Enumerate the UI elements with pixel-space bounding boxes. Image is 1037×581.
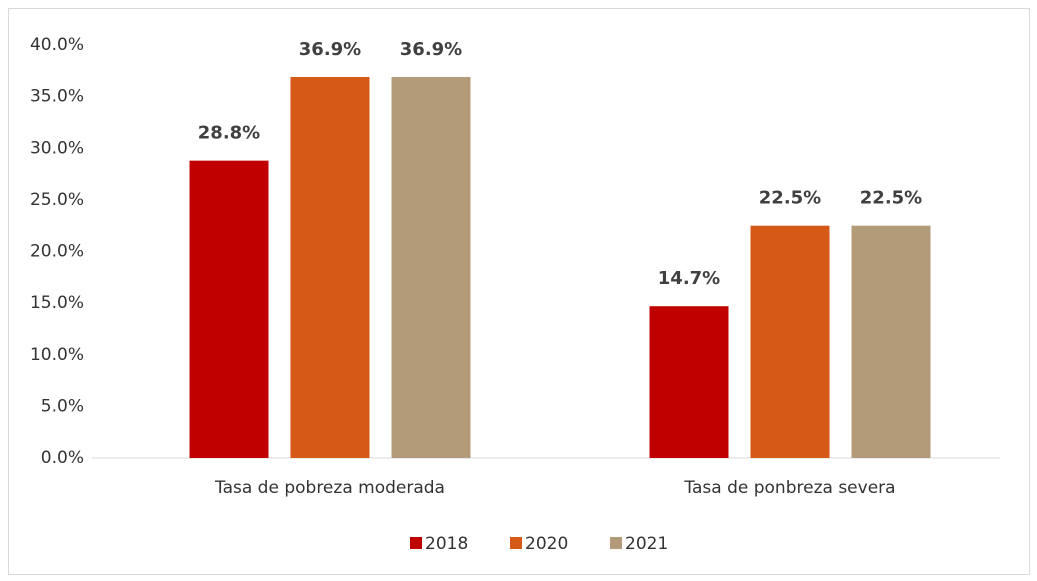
data-label: 36.9% [299, 39, 361, 60]
y-tick-label: 0.0% [41, 448, 84, 468]
bar [189, 160, 269, 458]
bar [851, 225, 931, 458]
x-tick-label: Tasa de ponbreza severa [683, 478, 895, 498]
y-tick-label: 30.0% [30, 138, 84, 158]
y-tick-label: 20.0% [30, 242, 84, 262]
data-label: 28.8% [198, 123, 260, 144]
y-tick-label: 5.0% [41, 396, 84, 416]
data-label: 14.7% [658, 268, 720, 289]
data-label: 22.5% [860, 188, 922, 209]
legend-label: 2018 [425, 534, 468, 554]
bar [290, 77, 370, 458]
legend-swatch [510, 537, 522, 549]
y-tick-label: 10.0% [30, 345, 84, 365]
x-tick-label: Tasa de pobreza moderada [214, 478, 445, 498]
bar [750, 225, 830, 458]
y-tick-label: 15.0% [30, 293, 84, 313]
bar [649, 306, 729, 458]
bar [391, 77, 471, 458]
legend-swatch [610, 537, 622, 549]
data-label: 36.9% [400, 39, 462, 60]
y-tick-label: 40.0% [30, 35, 84, 55]
legend-label: 2020 [525, 534, 568, 554]
y-tick-label: 35.0% [30, 87, 84, 107]
data-label: 22.5% [759, 188, 821, 209]
legend-swatch [410, 537, 422, 549]
legend-label: 2021 [625, 534, 668, 554]
y-tick-label: 25.0% [30, 190, 84, 210]
